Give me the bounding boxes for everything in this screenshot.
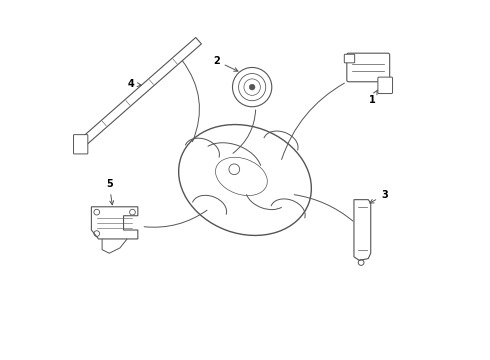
Circle shape <box>249 84 255 90</box>
Text: 1: 1 <box>368 90 377 105</box>
Text: 5: 5 <box>106 179 114 205</box>
FancyBboxPatch shape <box>347 53 390 82</box>
FancyBboxPatch shape <box>74 135 88 154</box>
Text: 2: 2 <box>213 56 238 71</box>
Text: 3: 3 <box>370 190 388 203</box>
FancyBboxPatch shape <box>344 54 355 63</box>
Text: 4: 4 <box>127 79 141 89</box>
FancyBboxPatch shape <box>378 77 392 94</box>
